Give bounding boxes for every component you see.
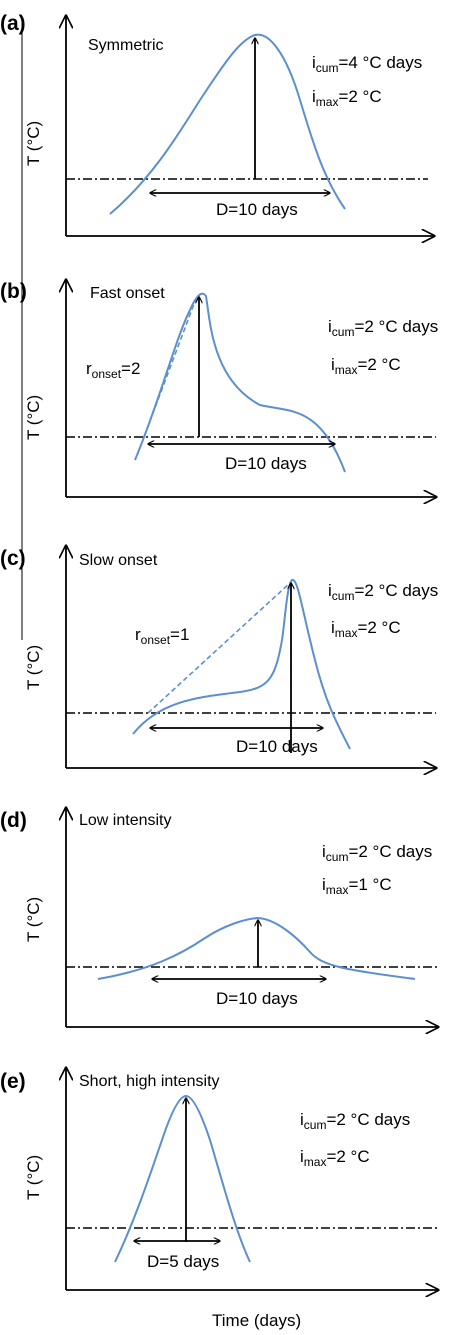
panel-letter: (d): [0, 809, 27, 832]
onset-slope-line: [147, 582, 291, 714]
panel-title: Fast onset: [90, 285, 165, 302]
onset-ratio-label: ronset=2: [86, 359, 140, 381]
icum-label: icum=2 °C days: [328, 581, 438, 603]
temperature-curve: [114, 1094, 251, 1263]
duration-label: D=10 days: [225, 454, 307, 473]
imax-label: imax=2 °C: [312, 87, 382, 109]
temperature-curve: [134, 292, 346, 473]
panel-letter: (c): [0, 547, 26, 570]
panel-letter: (b): [0, 280, 27, 303]
onset-ratio-label: ronset=1: [135, 625, 189, 647]
imax-label: imax=2 °C: [300, 1147, 370, 1169]
panel-title: Symmetric: [88, 37, 164, 54]
panel-letter: (e): [0, 1070, 26, 1093]
temperature-curve: [97, 916, 416, 980]
y-axis-label: T (°C): [24, 645, 43, 690]
icum-label: icum=4 °C days: [312, 53, 422, 75]
panel-letter: (a): [0, 12, 26, 35]
temperature-curve: [132, 579, 351, 750]
icum-label: icum=2 °C days: [328, 317, 438, 339]
panel-title: Low intensity: [79, 812, 172, 829]
y-axis-label: T (°C): [24, 121, 43, 166]
y-axis-label: T (°C): [24, 395, 43, 440]
duration-label: D=10 days: [216, 200, 298, 219]
duration-label: D=5 days: [147, 1252, 219, 1271]
duration-label: D=10 days: [236, 737, 318, 756]
imax-label: imax=2 °C: [331, 355, 401, 377]
panel-d: (d) Low intensity T (°C) D=10 days icum=…: [0, 808, 438, 1027]
icum-label: icum=2 °C days: [300, 1110, 410, 1132]
panel-title: Slow onset: [79, 552, 158, 569]
y-axis-label: T (°C): [24, 1155, 43, 1200]
x-axis-label: Time (days): [212, 1311, 301, 1330]
temperature-curve: [109, 33, 346, 215]
imax-label: imax=2 °C: [331, 618, 401, 640]
panel-a: (a) Symmetric T (°C) D=10 days icum=4 °C…: [0, 12, 434, 236]
imax-label: imax=1 °C: [322, 875, 392, 897]
panel-b: (b) Fast onset T (°C) D=10 days ronset=2…: [0, 280, 438, 497]
y-axis-label: T (°C): [24, 897, 43, 942]
duration-label: D=10 days: [216, 989, 298, 1008]
panel-c: (c) Slow onset T (°C) D=10 days ronset=1…: [0, 546, 438, 768]
panel-e: (e) Short, high intensity T (°C) D=5 day…: [0, 1068, 438, 1290]
icum-label: icum=2 °C days: [322, 842, 432, 864]
panel-title: Short, high intensity: [79, 1073, 220, 1090]
onset-slope-line: [143, 295, 198, 438]
